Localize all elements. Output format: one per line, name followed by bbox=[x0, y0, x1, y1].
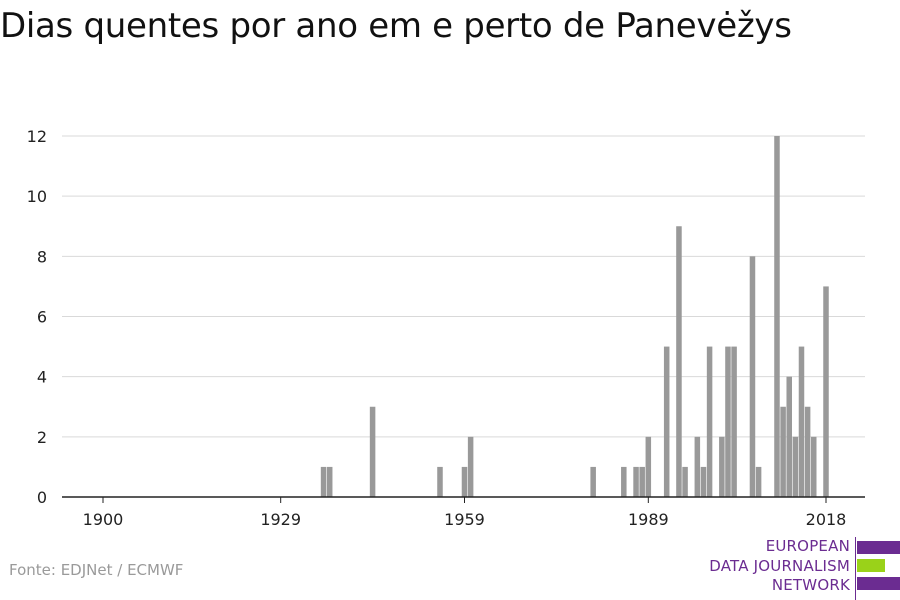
logo-text-data-journalism: DATA JOURNALISM bbox=[709, 557, 850, 575]
x-tick-label: 1929 bbox=[260, 510, 301, 529]
logo-text-european: EUROPEAN bbox=[765, 537, 850, 555]
bar-2012 bbox=[786, 376, 792, 497]
bar-2001 bbox=[719, 436, 725, 497]
y-tick-label: 4 bbox=[37, 368, 47, 387]
bar-1989 bbox=[645, 436, 652, 497]
bar-2016 bbox=[810, 436, 817, 497]
bar-2003 bbox=[731, 346, 737, 497]
bar-1999 bbox=[706, 346, 713, 497]
bar-2010 bbox=[774, 136, 780, 497]
bar-1980 bbox=[590, 466, 596, 497]
bar-1944 bbox=[369, 406, 376, 497]
bar-2013 bbox=[792, 436, 799, 497]
y-tick-label: 10 bbox=[27, 187, 47, 206]
logo-text-network: NETWORK bbox=[771, 576, 850, 594]
y-tick-label: 6 bbox=[37, 308, 47, 327]
bar-1994 bbox=[676, 226, 682, 497]
bar-1995 bbox=[682, 466, 688, 497]
bar-1987 bbox=[633, 466, 639, 497]
logo-purple-bar-bottom bbox=[857, 577, 900, 590]
logo-divider bbox=[855, 537, 856, 600]
gridlines bbox=[62, 135, 865, 438]
bar-1960 bbox=[467, 436, 474, 497]
bar-1998 bbox=[700, 466, 707, 497]
y-tick-label: 8 bbox=[37, 247, 47, 266]
edjnet-logo: EUROPEAN DATA JOURNALISM NETWORK bbox=[700, 537, 900, 600]
logo-green-bar bbox=[857, 559, 885, 572]
bar-2018 bbox=[823, 286, 829, 497]
bar-2014 bbox=[798, 346, 805, 497]
bar-1936 bbox=[320, 466, 327, 497]
source-note: Fonte: EDJNet / ECMWF bbox=[9, 561, 184, 579]
bar-2015 bbox=[804, 406, 811, 497]
chart-title: Dias quentes por ano em e perto de Panev… bbox=[0, 6, 792, 46]
bar-1997 bbox=[694, 436, 701, 497]
x-tick-label: 1900 bbox=[83, 510, 124, 529]
bar-1955 bbox=[437, 466, 443, 497]
bar-1985 bbox=[621, 466, 627, 497]
bars bbox=[320, 136, 829, 497]
bar-1959 bbox=[461, 466, 468, 497]
bar-2006 bbox=[749, 256, 756, 497]
y-tick-label: 0 bbox=[37, 488, 47, 507]
logo-purple-bar-top bbox=[857, 541, 900, 554]
axes: 0 2 4 6 8 10 12 1900 1929 1959 1989 2018 bbox=[27, 127, 865, 529]
bar-2002 bbox=[725, 346, 731, 497]
x-tick-label: 1989 bbox=[628, 510, 669, 529]
bar-1988 bbox=[639, 466, 645, 497]
y-tick-label: 12 bbox=[27, 127, 47, 146]
bar-2007 bbox=[755, 466, 762, 497]
x-tick-label: 1959 bbox=[444, 510, 485, 529]
bar-2011 bbox=[780, 406, 786, 497]
x-tick-label: 2018 bbox=[806, 510, 847, 529]
y-tick-label: 2 bbox=[37, 428, 47, 447]
bar-1937 bbox=[326, 466, 333, 497]
bar-1992 bbox=[663, 346, 670, 497]
